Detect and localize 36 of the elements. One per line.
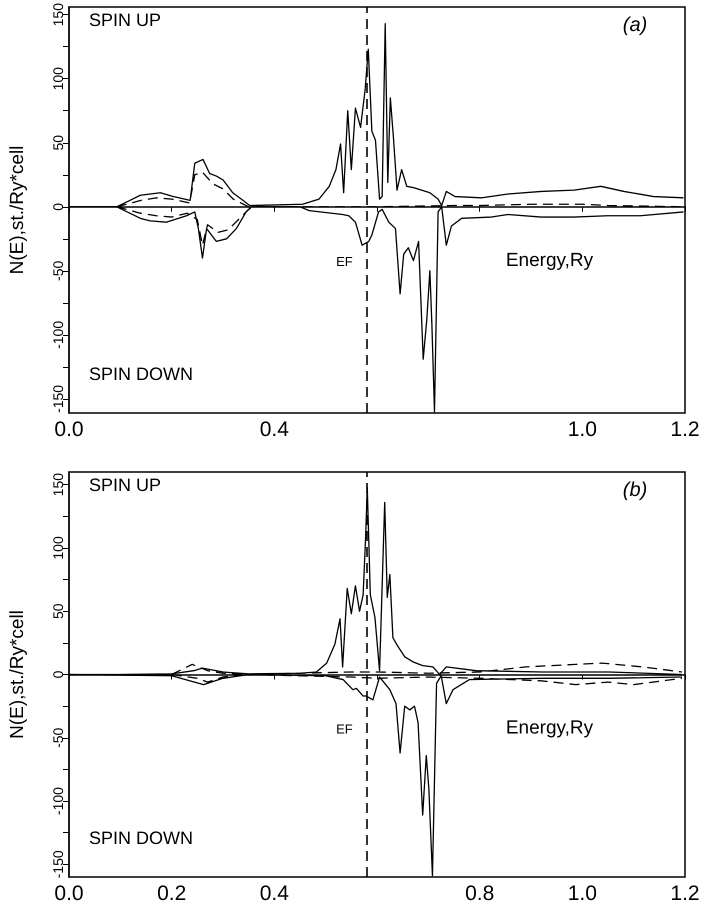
y-tick-label: -150	[50, 384, 66, 413]
x-tick-label: 1.2	[670, 882, 700, 904]
x-tick-label: 0.0	[54, 882, 84, 904]
annotation: SPIN UP	[89, 10, 162, 30]
y-tick-label: -100	[50, 320, 66, 349]
y-axis-title: N(E),st./Ry*cell	[7, 610, 28, 739]
annotation: SPIN DOWN	[89, 828, 194, 848]
y-tick-label: 50	[50, 603, 66, 620]
x-tick-label: 1.2	[670, 418, 700, 441]
x-tick-label: 0.4	[260, 882, 290, 904]
x-tick-label: 1.0	[568, 418, 597, 441]
y-tick-label: 0	[50, 202, 66, 211]
y-tick-label: 0	[50, 670, 66, 678]
x-tick-label: 0.4	[260, 418, 290, 441]
annotation: (b)	[622, 479, 648, 501]
x-tick-label: 1.0	[568, 882, 597, 904]
x-tick-label: 0.8	[465, 882, 494, 904]
x-axis-title: Energy,Ry	[506, 250, 594, 271]
annotation: SPIN DOWN	[89, 364, 194, 384]
y-tick-label: -50	[50, 727, 66, 748]
y-tick-label: 150	[50, 2, 66, 26]
y-tick-label: -100	[50, 786, 66, 816]
y-tick-label: -50	[50, 260, 66, 281]
y-axis-title: N(E),st./Ry*cell	[7, 146, 28, 274]
x-tick-label: 0.0	[54, 418, 84, 441]
x-axis-title: Energy,Ry	[506, 718, 594, 738]
annotation: SPIN UP	[89, 475, 162, 495]
y-tick-label: 100	[50, 536, 66, 560]
y-tick-label: 150	[50, 472, 66, 496]
x-tick-label: 0.2	[157, 882, 186, 904]
annotation: (a)	[622, 14, 648, 36]
y-tick-label: 100	[50, 66, 66, 90]
ref-line-label: EF	[336, 254, 353, 269]
ref-line-label: EF	[336, 722, 353, 736]
y-tick-label: 50	[50, 134, 66, 151]
y-tick-label: -150	[50, 850, 66, 878]
